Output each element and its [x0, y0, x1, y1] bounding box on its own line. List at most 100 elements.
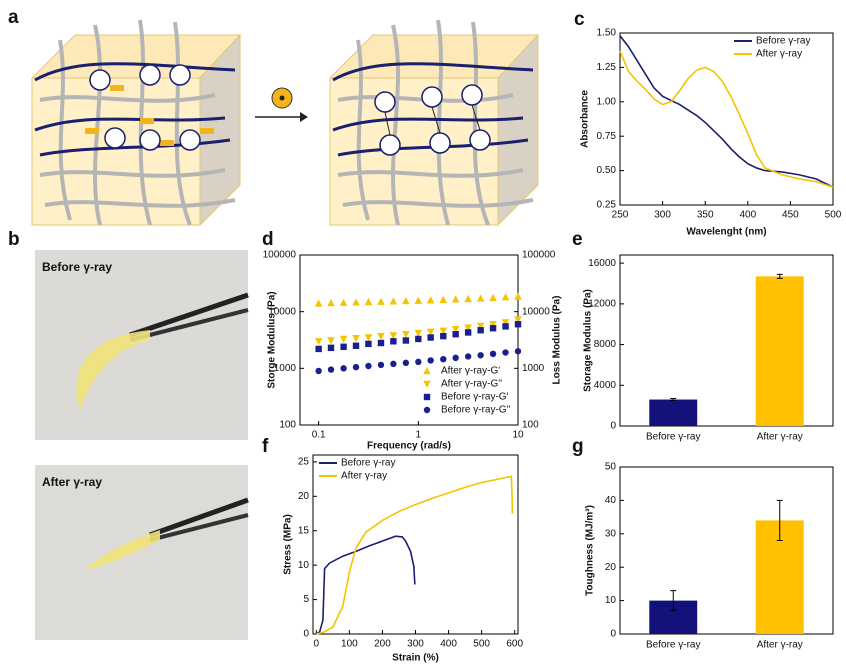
point [314, 338, 323, 346]
y2-tick-label: 100000 [522, 250, 556, 261]
y2-tick-label: 100 [522, 420, 539, 431]
y-tick-label: 0.50 [597, 165, 617, 176]
error-bar [670, 590, 677, 612]
panel-label: g [572, 436, 584, 457]
photo-after [35, 465, 248, 640]
x-tick-label: 10 [512, 430, 524, 441]
y-tick-label: 100000 [263, 250, 297, 261]
legend-label: Before γ-ray-G' [441, 392, 509, 403]
point [426, 296, 435, 304]
point [377, 297, 385, 305]
y-tick-label: 0 [610, 629, 616, 640]
y-axis-label: Stress (MPa) [283, 514, 294, 575]
point [402, 359, 410, 367]
point [415, 358, 422, 366]
point [352, 363, 360, 371]
plot-frame [619, 32, 834, 206]
point [377, 339, 385, 347]
point [427, 357, 434, 364]
x-tick-label: 100 [341, 639, 358, 650]
point [389, 297, 398, 305]
point [476, 322, 485, 330]
point [489, 321, 497, 329]
error-bar [776, 273, 783, 279]
point [352, 335, 360, 343]
point [402, 331, 410, 339]
point [390, 338, 397, 345]
point [464, 324, 472, 332]
plot-frame [299, 254, 519, 426]
x-tick-label: 0.1 [312, 430, 326, 441]
x-tick-label: 500 [473, 639, 490, 650]
y-tick-label: 10 [298, 560, 310, 571]
y-tick-label: 1000 [274, 363, 297, 374]
point [440, 355, 447, 363]
point [340, 365, 347, 372]
point [377, 332, 385, 341]
point [389, 332, 398, 340]
y-tick-label: 20 [605, 562, 617, 573]
error-bar [776, 499, 783, 541]
point [464, 329, 472, 336]
point [339, 298, 348, 306]
point [451, 326, 460, 334]
point [464, 294, 472, 303]
point [340, 343, 347, 350]
point [352, 298, 360, 306]
point [502, 349, 509, 356]
point [501, 319, 510, 327]
line [619, 50, 834, 188]
x-tick-label: 350 [697, 210, 714, 221]
point [339, 335, 348, 343]
x-tick-label: 300 [654, 210, 671, 221]
x-tick-label: 500 [825, 210, 842, 221]
y-tick-label: 0.75 [597, 131, 617, 142]
legend-marker [423, 367, 431, 375]
y-tick-label: 25 [298, 457, 310, 468]
y-tick-label: 8000 [594, 339, 617, 350]
legend-label: After γ-ray [341, 471, 387, 482]
y2-axis-label: Loss Modulus (Pa) [552, 296, 563, 385]
point [464, 353, 472, 360]
bar [649, 399, 698, 426]
point [489, 350, 497, 358]
y-tick-label: 100 [279, 420, 296, 431]
point [415, 335, 422, 343]
legend-marker [423, 406, 431, 414]
y-tick-label: 0 [610, 421, 616, 432]
point [440, 332, 447, 340]
y-tick-label: 0.25 [597, 200, 617, 211]
point [439, 295, 448, 303]
line [315, 535, 416, 635]
point [365, 340, 372, 348]
point [477, 327, 484, 334]
x-tick-label: 450 [782, 210, 799, 221]
y-axis-label: Toughness (MJ/m³) [585, 505, 596, 596]
point [514, 348, 522, 355]
arrow [255, 87, 308, 122]
y2-tick-label: 10000 [522, 306, 550, 317]
point [402, 337, 410, 344]
point [315, 367, 322, 375]
point [377, 361, 385, 369]
point [514, 316, 522, 324]
y-tick-label: 30 [605, 528, 617, 539]
y-tick-label: 15 [298, 525, 310, 536]
point [502, 323, 509, 330]
plot-frame [619, 254, 834, 427]
x-tick-label: Before γ-ray [646, 640, 700, 651]
point [477, 352, 484, 359]
point [514, 292, 522, 300]
x-tick-label: 1 [416, 430, 422, 441]
y-tick-label: 1.50 [597, 28, 617, 39]
point [426, 328, 435, 336]
x-axis-label: Frequency (rad/s) [367, 441, 451, 452]
point [439, 327, 448, 335]
point [501, 293, 510, 301]
error-bar [670, 398, 677, 402]
panel-label: b [8, 229, 20, 250]
y-tick-label: 1.00 [597, 96, 617, 107]
point [314, 299, 323, 307]
x-tick-label: 400 [739, 210, 756, 221]
